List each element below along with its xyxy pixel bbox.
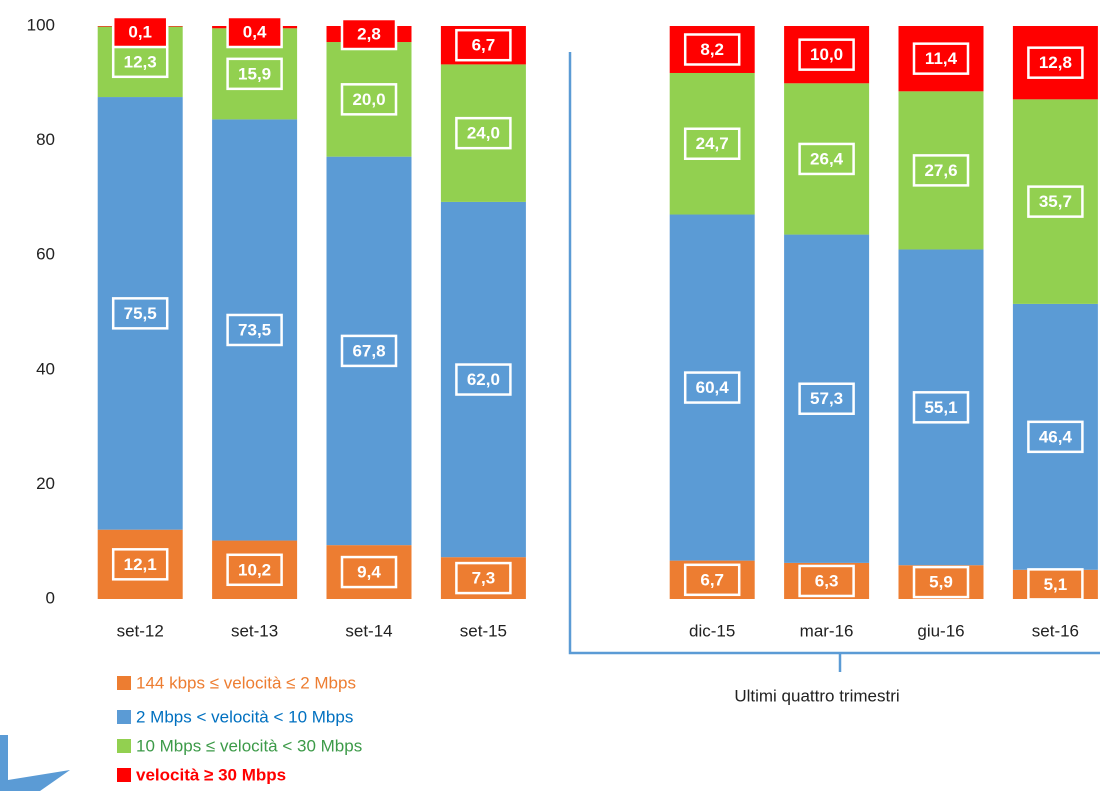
x-tick-label: mar-16 bbox=[800, 621, 854, 640]
value-label-box bbox=[111, 45, 169, 79]
value-label: 26,4 bbox=[810, 149, 844, 168]
value-label-box bbox=[683, 371, 741, 404]
value-label-box bbox=[798, 142, 855, 176]
y-tick-label: 100 bbox=[27, 15, 55, 34]
value-label: 15,9 bbox=[238, 64, 271, 83]
bracket bbox=[568, 52, 1100, 655]
value-label-box bbox=[912, 42, 970, 75]
legend-label: 144 kbps ≤ velocità ≤ 2 Mbps bbox=[136, 673, 356, 692]
value-label: 57,3 bbox=[810, 389, 843, 408]
value-label: 6,3 bbox=[815, 571, 839, 590]
value-label: 62,0 bbox=[467, 370, 500, 389]
legend-swatch bbox=[117, 739, 131, 753]
value-label-box bbox=[798, 564, 855, 598]
value-label-box bbox=[111, 297, 169, 330]
value-label-box bbox=[340, 17, 398, 51]
value-label: 12,8 bbox=[1039, 53, 1072, 72]
annotation: Ultimi quattro trimestri bbox=[734, 686, 899, 705]
value-label-box bbox=[111, 15, 169, 49]
y-tick-label: 40 bbox=[36, 359, 55, 378]
value-label-box bbox=[912, 154, 970, 187]
value-label: 20,0 bbox=[352, 90, 385, 109]
value-label: 12,3 bbox=[124, 52, 157, 71]
value-label: 6,7 bbox=[472, 36, 496, 55]
value-label: 11,4 bbox=[925, 49, 958, 68]
legend-label: 2 Mbps < velocità < 10 Mbps bbox=[136, 707, 353, 726]
value-label-box bbox=[226, 15, 283, 49]
legend-swatch bbox=[117, 676, 131, 690]
value-label: 0,4 bbox=[243, 22, 267, 41]
legend-swatch bbox=[117, 768, 131, 782]
value-label-box bbox=[683, 33, 741, 66]
value-label-box bbox=[340, 555, 398, 589]
value-label-box bbox=[111, 548, 169, 581]
value-label: 7,3 bbox=[472, 569, 496, 588]
value-label-box bbox=[683, 563, 741, 597]
y-tick-label: 0 bbox=[46, 588, 55, 607]
value-label: 8,2 bbox=[700, 40, 724, 59]
x-tick-label: set-15 bbox=[460, 621, 507, 640]
value-label-box bbox=[226, 57, 283, 91]
value-label-box bbox=[1027, 420, 1084, 454]
value-label-box bbox=[912, 565, 970, 599]
value-label: 0,1 bbox=[128, 22, 152, 41]
value-label: 67,8 bbox=[352, 341, 385, 360]
value-label-box bbox=[1027, 185, 1084, 218]
value-label-box bbox=[340, 83, 398, 116]
value-label: 24,0 bbox=[467, 124, 500, 143]
value-label: 27,6 bbox=[924, 161, 957, 180]
value-label: 24,7 bbox=[696, 134, 729, 153]
value-label-box bbox=[1027, 46, 1084, 79]
value-label-box bbox=[455, 116, 512, 150]
value-label: 35,7 bbox=[1039, 192, 1072, 211]
value-label: 10,0 bbox=[810, 45, 843, 64]
value-label-box bbox=[683, 127, 741, 161]
y-tick-label: 80 bbox=[36, 130, 55, 149]
x-tick-label: giu-16 bbox=[917, 621, 964, 640]
legend-label: 10 Mbps ≤ velocità < 30 Mbps bbox=[136, 736, 362, 755]
value-label-box bbox=[798, 38, 855, 71]
x-tick-label: set-14 bbox=[345, 621, 392, 640]
value-label-box bbox=[340, 334, 398, 368]
legend-swatch bbox=[117, 710, 131, 724]
value-label: 12,1 bbox=[124, 555, 157, 574]
value-label: 60,4 bbox=[696, 378, 730, 397]
x-tick-label: dic-15 bbox=[689, 621, 735, 640]
value-label: 46,4 bbox=[1039, 427, 1073, 446]
y-tick-label: 20 bbox=[36, 474, 55, 493]
value-label: 73,5 bbox=[238, 320, 271, 339]
value-label: 9,4 bbox=[357, 563, 381, 582]
value-label: 10,2 bbox=[238, 560, 271, 579]
value-label: 75,5 bbox=[124, 304, 157, 323]
value-label-box bbox=[226, 553, 283, 587]
x-tick-label: set-13 bbox=[231, 621, 278, 640]
value-label-box bbox=[798, 382, 855, 415]
value-label-box bbox=[226, 313, 283, 347]
value-label-box bbox=[455, 363, 512, 396]
value-label-box bbox=[455, 561, 512, 595]
value-label-box bbox=[1027, 568, 1084, 601]
legend-label: velocità ≥ 30 Mbps bbox=[136, 765, 286, 784]
y-tick-label: 60 bbox=[36, 245, 55, 264]
value-label-box bbox=[912, 391, 970, 424]
value-label: 2,8 bbox=[357, 25, 381, 44]
x-tick-label: set-16 bbox=[1032, 621, 1079, 640]
decoration bbox=[0, 735, 70, 791]
x-tick-label: set-12 bbox=[117, 621, 164, 640]
value-label: 5,9 bbox=[929, 573, 953, 592]
value-label: 55,1 bbox=[924, 398, 957, 417]
value-label-box bbox=[455, 28, 512, 62]
value-label: 6,7 bbox=[700, 570, 724, 589]
value-label: 5,1 bbox=[1044, 575, 1068, 594]
